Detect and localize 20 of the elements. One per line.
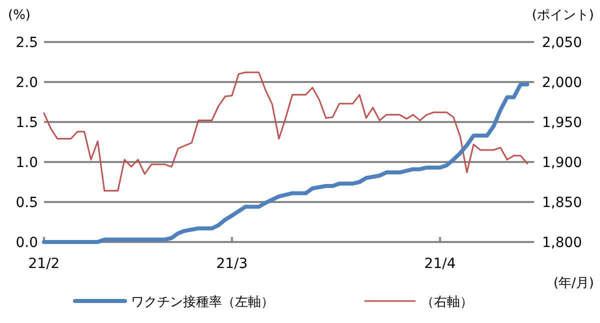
y-tick-label: 2.5 [16,35,38,51]
x-axis-title: (年/月) [553,276,594,291]
y2-tick-label: 2,000 [542,75,582,91]
y-axis-title: (%) [8,8,30,23]
y2-tick-label: 1,900 [542,155,582,171]
y-tick-label: 0.5 [16,195,38,211]
x-tick-label: 21/2 [28,256,60,272]
legend-label: ワクチン接種率（左軸） [131,294,274,310]
y-tick-label: 1.5 [16,115,38,131]
y2-tick-label: 1,850 [542,195,582,211]
y2-tick-label: 2,050 [542,35,582,51]
y-tick-label: 1.0 [16,155,38,171]
y2-tick-label: 1,950 [542,115,582,131]
y-tick-label: 0.0 [16,235,38,251]
x-tick-label: 21/3 [216,256,248,272]
y2-axis-title: (ポイント) [532,8,594,23]
y-tick-label: 2.0 [16,75,38,91]
x-tick-label: 21/4 [424,256,456,272]
legend-label: （右軸） [421,295,473,310]
y2-tick-label: 1,800 [542,235,582,251]
